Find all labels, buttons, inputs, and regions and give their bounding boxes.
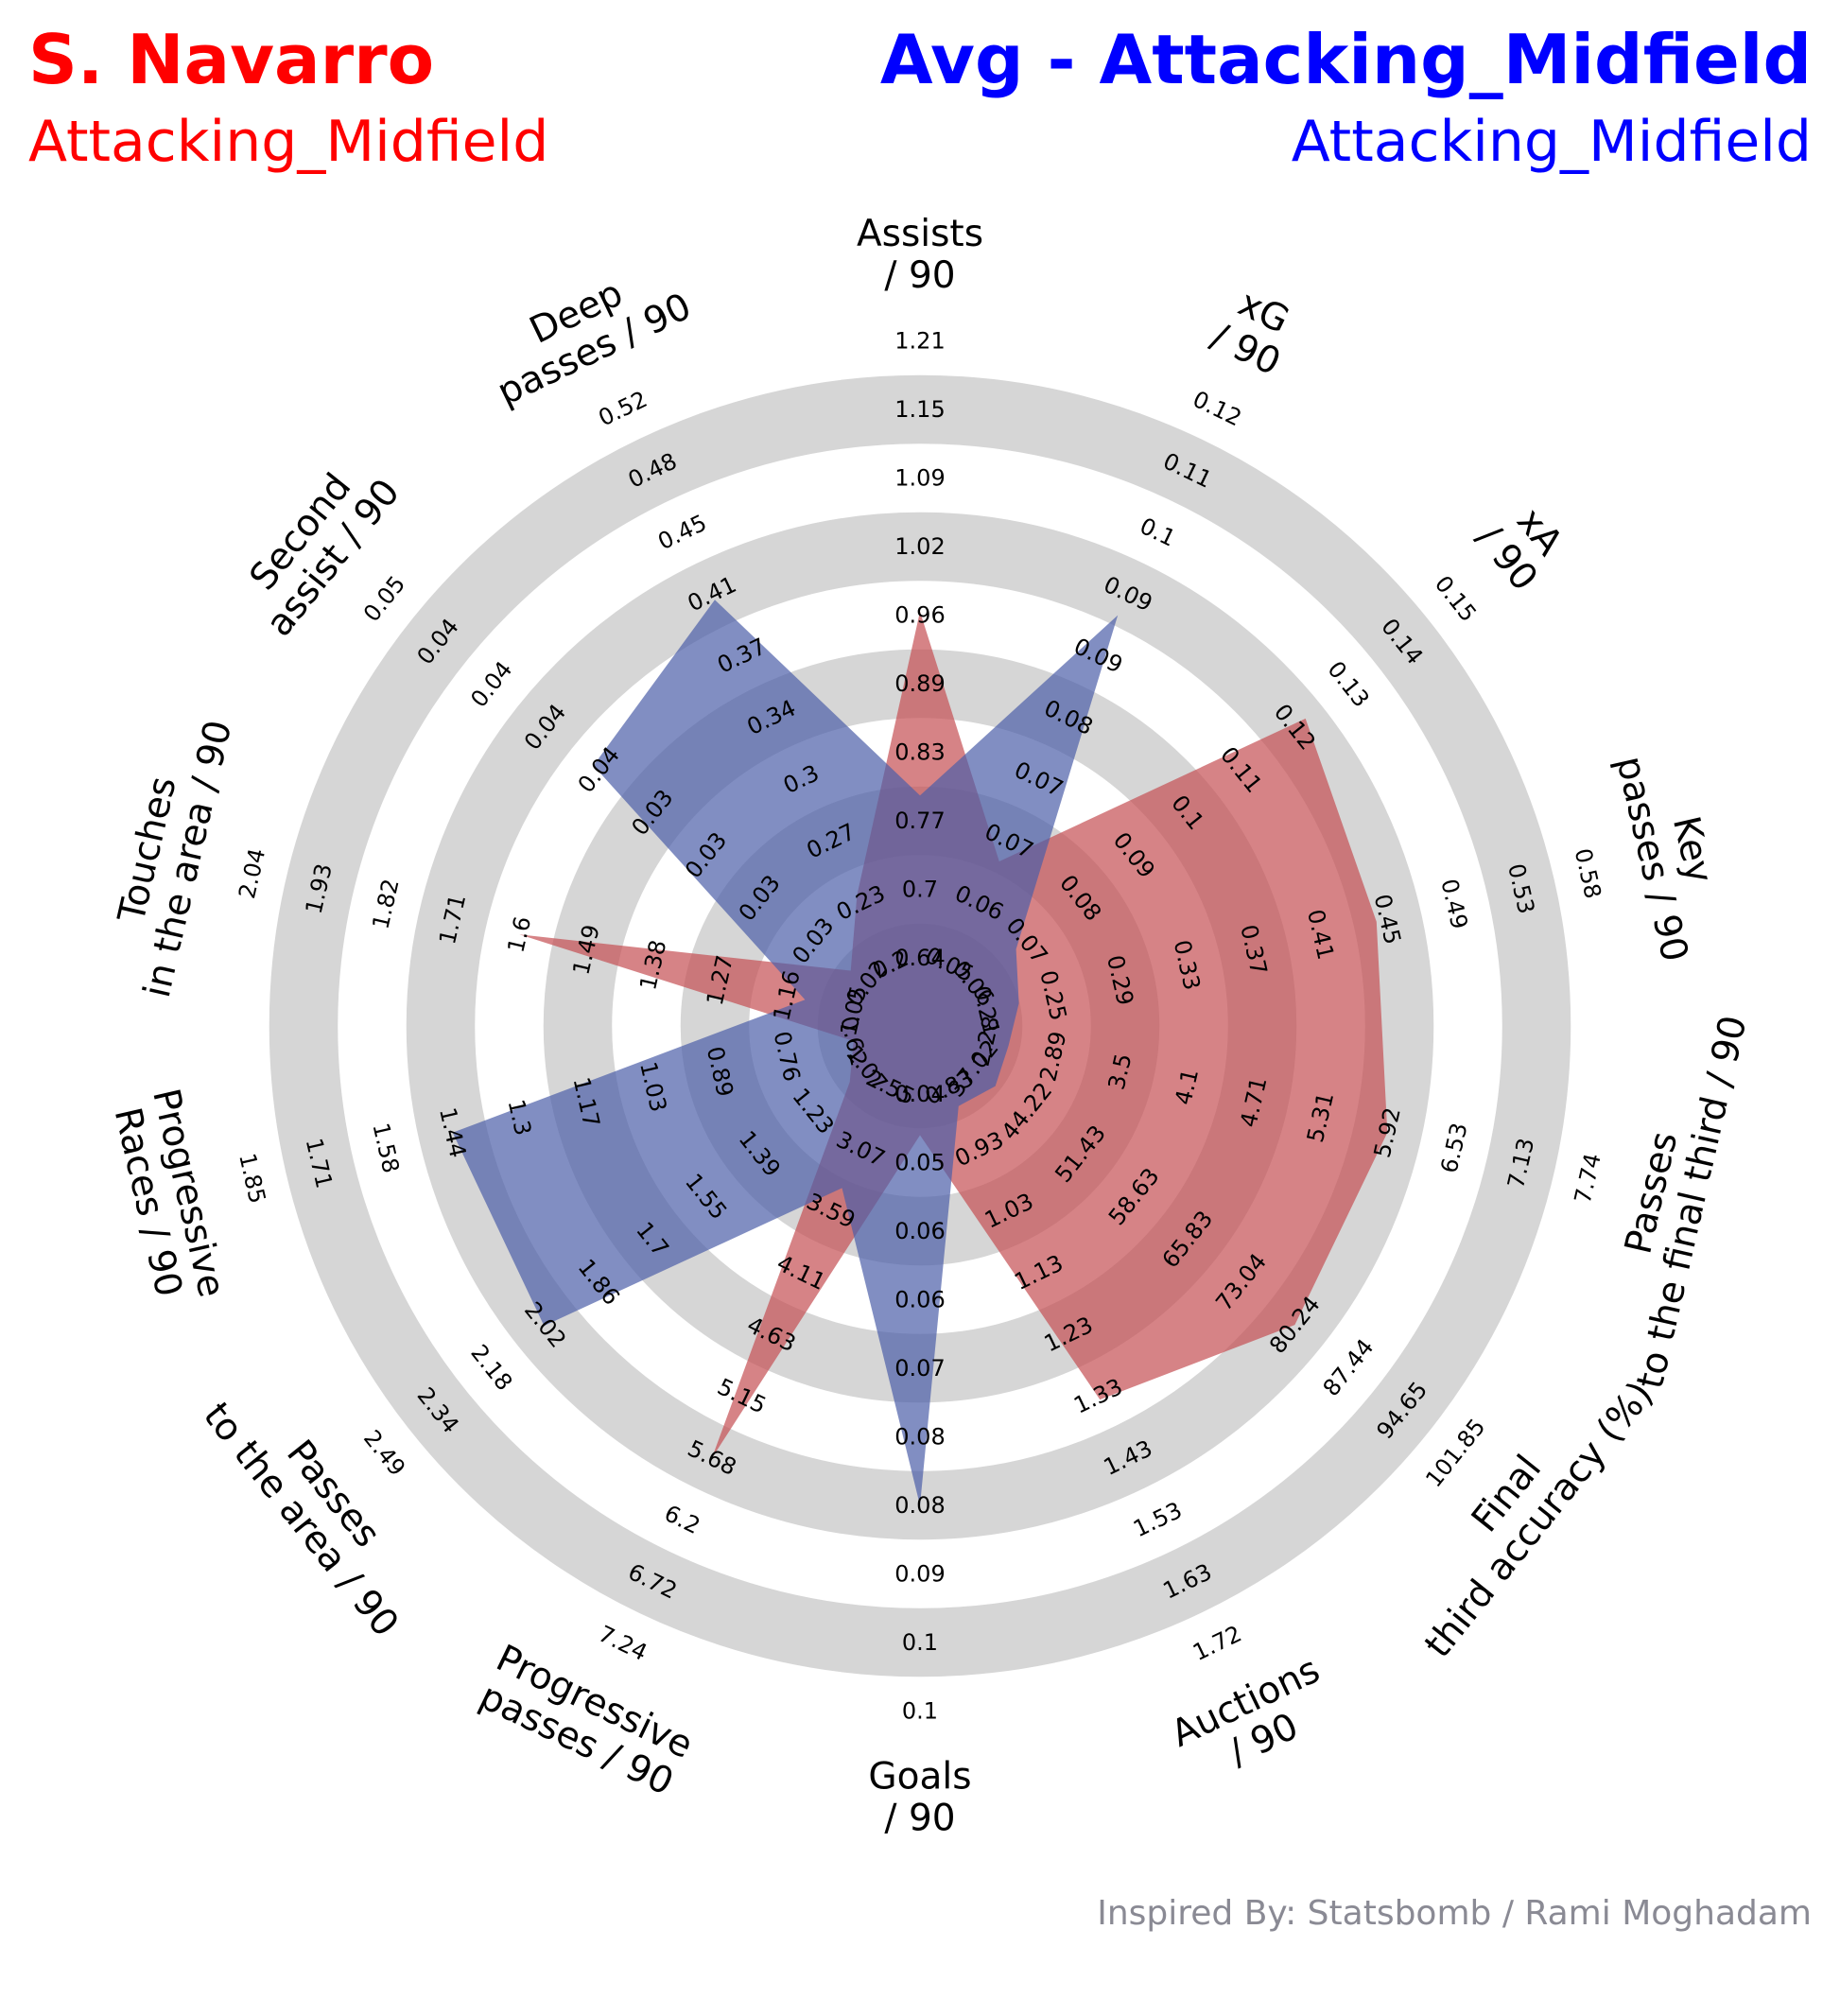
radar-polygons — [452, 600, 1388, 1505]
tick-label: 6.2 — [660, 1500, 704, 1539]
tick-label: 2.49 — [358, 1425, 410, 1481]
tick-label: 2.18 — [465, 1340, 517, 1396]
tick-label: 1.82 — [367, 877, 404, 931]
tick-label: 1.38 — [634, 937, 671, 992]
param-label: xA/ 90 — [1468, 500, 1571, 599]
ring-band — [269, 374, 1571, 1677]
tick-label: 0.77 — [894, 808, 945, 834]
tick-label: 0.49 — [1435, 877, 1472, 931]
tick-label: 0.96 — [894, 602, 945, 629]
compare-position: Attacking_Midfield — [1292, 109, 1812, 175]
tick-label: 6.53 — [1435, 1121, 1472, 1175]
tick-label: 0.05 — [358, 571, 410, 627]
series-polygon-average — [452, 600, 1119, 1505]
tick-label: 0.12 — [1189, 386, 1245, 431]
player-name: S. Navarro — [28, 20, 434, 99]
tick-label: 1.21 — [894, 328, 945, 355]
param-label-line: / 90 — [884, 254, 955, 297]
tick-label: 1.6 — [502, 914, 536, 955]
credit-text: Inspired By: Statsbomb / Rami Moghadam — [1097, 1894, 1812, 1933]
tick-label: 0.52 — [595, 386, 651, 431]
tick-label: 1.72 — [1189, 1621, 1245, 1666]
tick-label: 0.05 — [894, 1150, 945, 1176]
player-position: Attacking_Midfield — [28, 109, 548, 175]
tick-label: 0.89 — [894, 670, 945, 697]
tick-label: 0.06 — [894, 1287, 945, 1313]
param-label-line: Goals — [868, 1755, 971, 1798]
tick-label: 0.13 — [1322, 656, 1374, 712]
param-label: Auctions/ 90 — [1165, 1649, 1327, 1775]
tick-label: 7.24 — [595, 1621, 651, 1666]
tick-label: 0.07 — [894, 1355, 945, 1382]
tick-label: 1.15 — [894, 396, 945, 423]
tick-label: 0.7 — [902, 877, 938, 903]
tick-label: 0.15 — [1430, 571, 1482, 627]
tick-label: 0.04 — [465, 656, 517, 712]
tick-label: 0.1 — [902, 1698, 938, 1725]
tick-label: 0.64 — [894, 945, 945, 971]
param-label-line: third accuracy (%) — [1416, 1374, 1661, 1666]
param-label-line: / 90 — [884, 1797, 955, 1839]
compare-name: Avg - Attacking_Midfield — [880, 20, 1812, 99]
tick-label: 7.74 — [1570, 1151, 1606, 1206]
tick-label: 87.44 — [1318, 1334, 1380, 1401]
tick-label: 0.45 — [653, 510, 710, 555]
param-label: Assists/ 90 — [857, 213, 983, 297]
tick-label: 0.58 — [1570, 846, 1606, 901]
tick-label: 1.85 — [234, 1151, 270, 1206]
tick-label: 1.58 — [367, 1121, 404, 1175]
tick-label: 0.09 — [894, 1561, 945, 1588]
tick-label: 0.08 — [894, 1424, 945, 1451]
tick-label: 2.04 — [234, 846, 270, 901]
tick-label: 0.04 — [894, 1081, 945, 1107]
param-label-line: Assists — [857, 213, 983, 255]
param-label: xG/ 90 — [1205, 282, 1295, 384]
tick-label: 0.1 — [1136, 513, 1180, 552]
tick-label: 0.08 — [894, 1492, 945, 1519]
tick-label: 1.02 — [894, 533, 945, 560]
param-label: Goals/ 90 — [868, 1755, 971, 1839]
tick-label: 0.1 — [902, 1629, 938, 1656]
tick-label: 1.53 — [1129, 1497, 1186, 1542]
tick-label: 0.83 — [894, 739, 945, 766]
tick-label: 1.09 — [894, 465, 945, 492]
tick-label: 0.06 — [894, 1218, 945, 1244]
